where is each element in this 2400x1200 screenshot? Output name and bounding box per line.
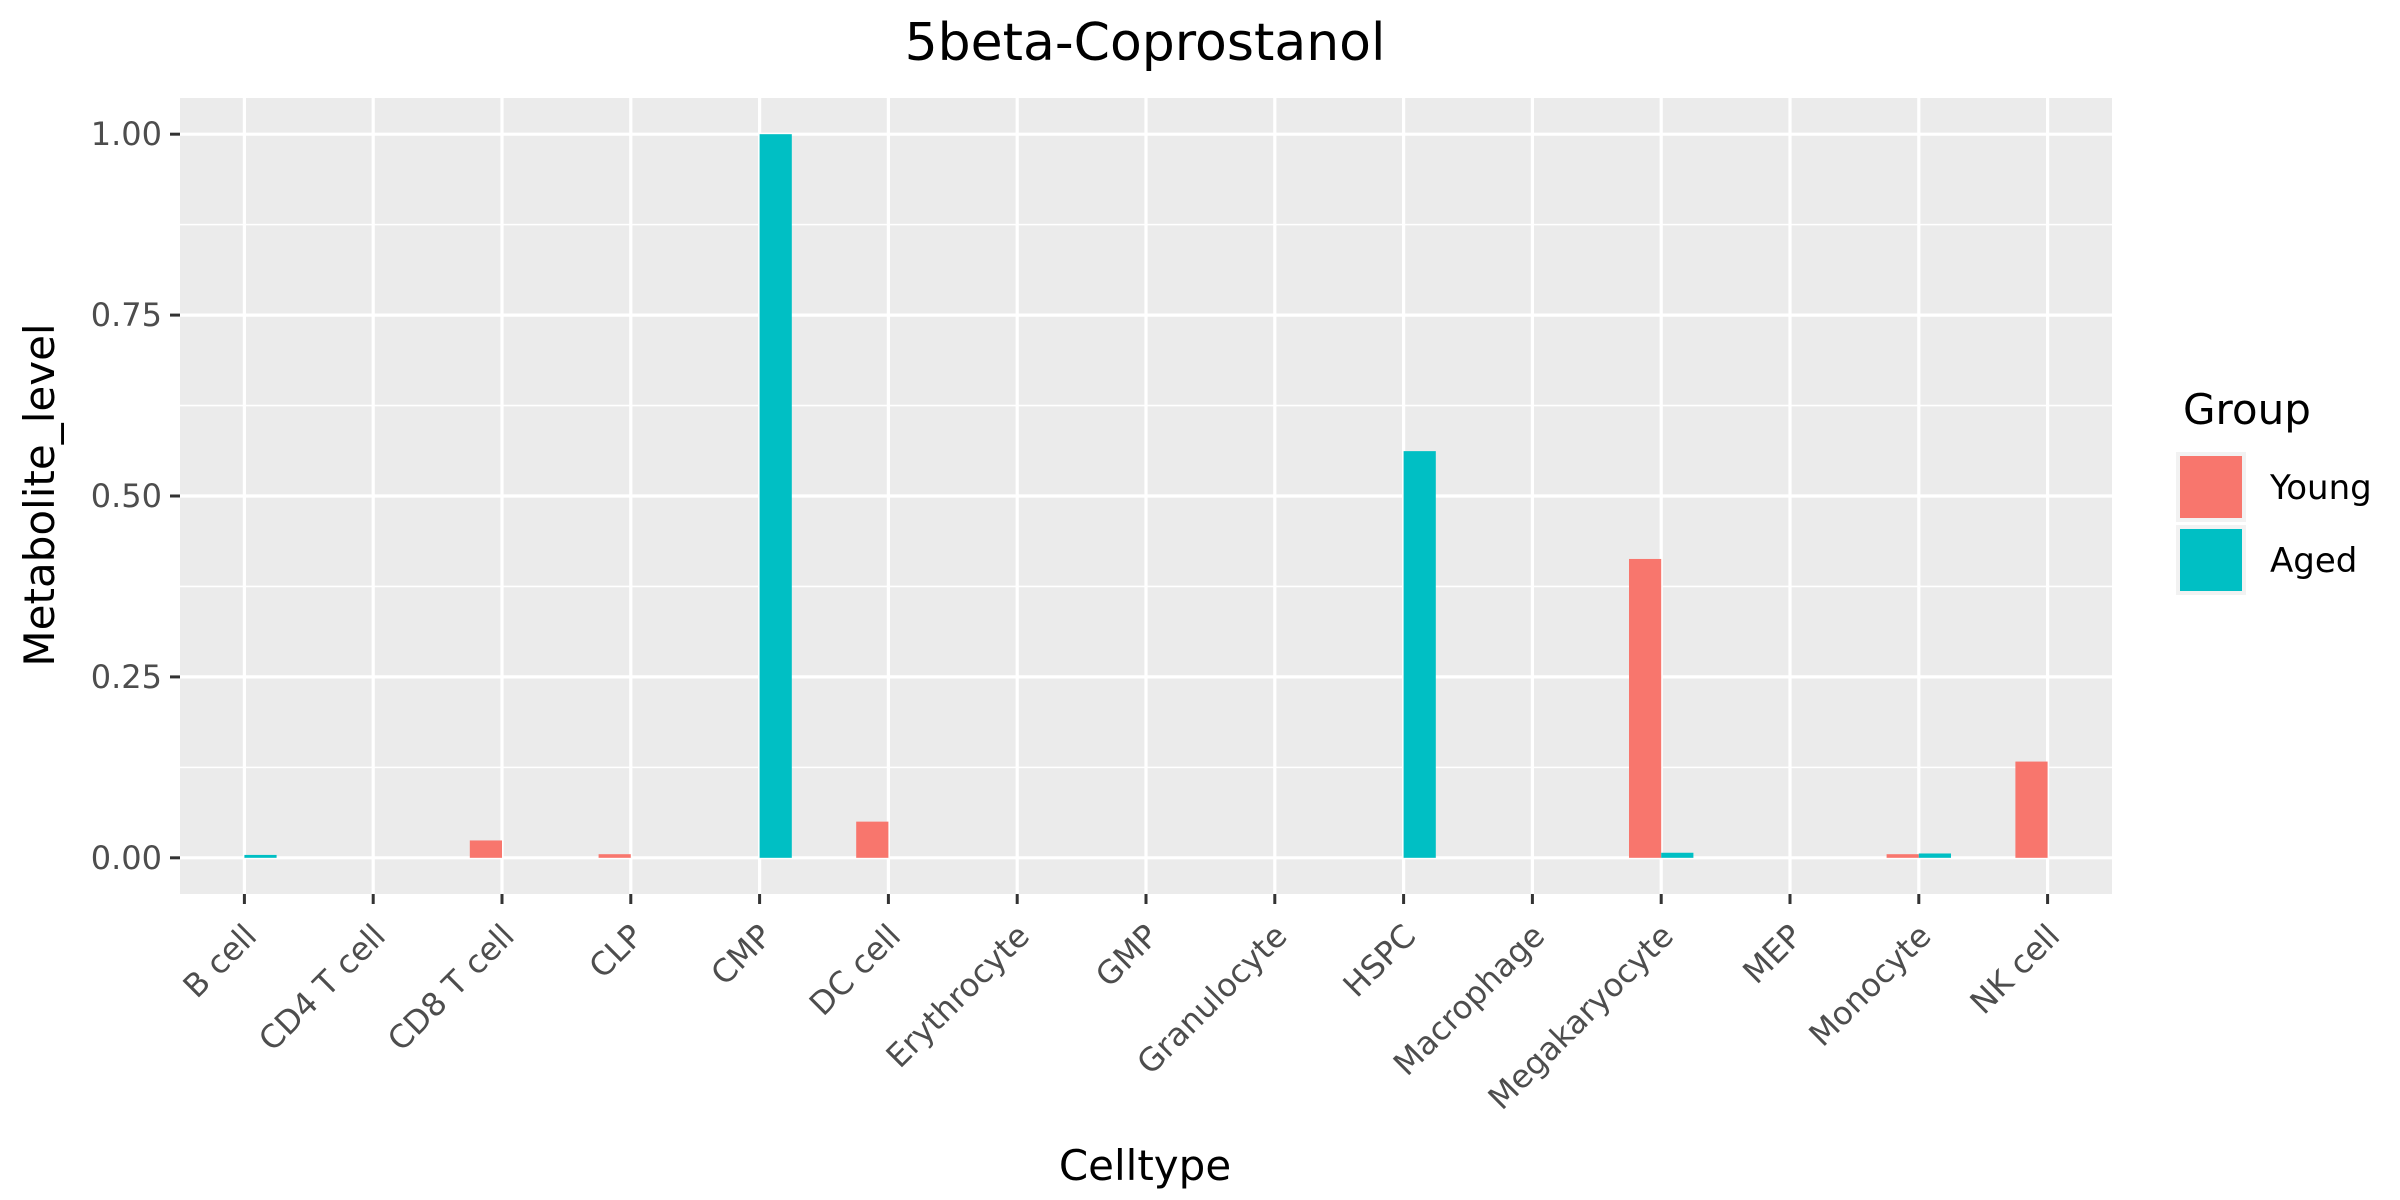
legend-label-young: Young [2269, 468, 2372, 508]
x-tick-label: DC cell [802, 917, 908, 1023]
y-tick-label: 0.25 [91, 658, 162, 696]
bars [244, 134, 2048, 858]
y-tick-label: 1.00 [91, 115, 162, 153]
x-tick-label: B cell [176, 917, 265, 1006]
x-tick-label: CD4 T cell [251, 917, 393, 1059]
legend-key-aged [2180, 529, 2242, 591]
legend-label-aged: Aged [2270, 541, 2357, 581]
legend: Group Young Aged [2176, 385, 2372, 595]
x-tick-label: NK cell [1962, 917, 2067, 1022]
legend-key-young [2180, 456, 2242, 518]
bar-young-megakaryocyte [1629, 558, 1662, 858]
plot-panel [180, 98, 2112, 894]
y-axis: 0.00 0.25 0.50 0.75 1.00 [91, 115, 180, 877]
bar-aged-hspc [1403, 451, 1436, 858]
bar-aged-monocyte [1918, 853, 1951, 858]
x-tick-label: HSPC [1336, 917, 1424, 1005]
bar-young-cd8-t-cell [469, 840, 502, 858]
x-tick-label: MEP [1735, 917, 1809, 991]
bar-young-clp [598, 854, 631, 858]
bar-aged-megakaryocyte [1661, 852, 1694, 858]
bar-aged-b-cell [244, 854, 277, 858]
x-tick-label: GMP [1088, 917, 1166, 995]
x-tick-label: CMP [703, 917, 779, 993]
chart-title: 5beta-Coprostanol [905, 13, 1386, 73]
bar-young-monocyte [1886, 854, 1919, 858]
x-axis-title: Celltype [1059, 1141, 1231, 1190]
y-tick-label: 0.50 [91, 477, 162, 515]
x-tick-label: Monocyte [1801, 917, 1938, 1054]
y-tick-label: 0.00 [91, 839, 162, 877]
y-axis-title: Metabolite_level [15, 323, 64, 666]
y-tick-label: 0.75 [91, 296, 162, 334]
bar-aged-cmp [759, 134, 792, 858]
bar-young-dc-cell [856, 821, 889, 858]
legend-title: Group [2183, 385, 2311, 434]
bar-young-nk-cell [2015, 761, 2048, 858]
x-tick-label: CLP [582, 917, 651, 986]
x-tick-label: CD8 T cell [380, 917, 522, 1059]
